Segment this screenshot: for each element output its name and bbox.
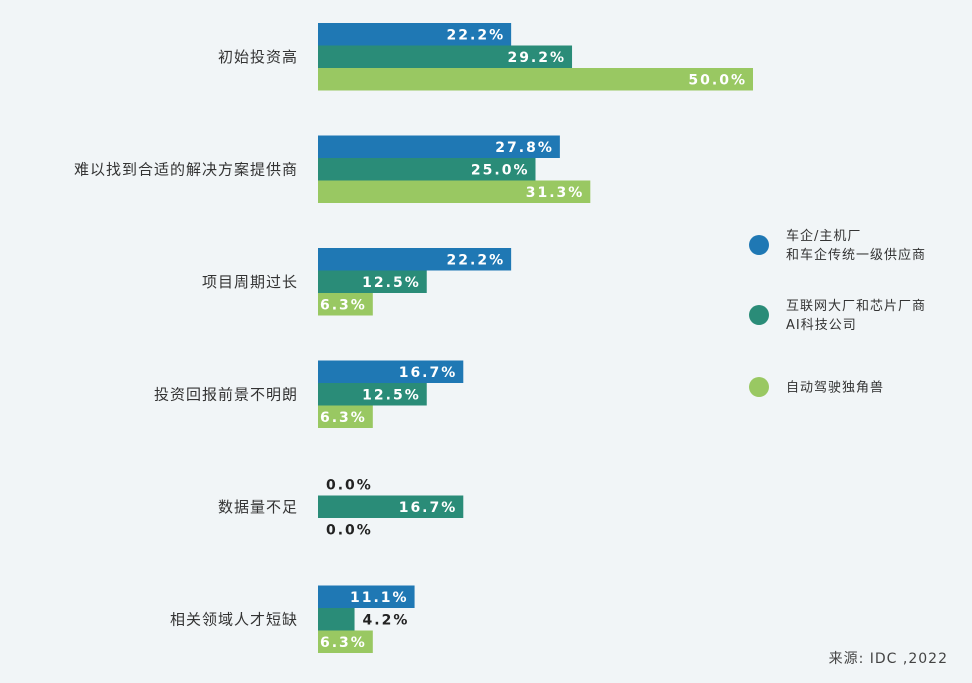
category-label: 项目周期过长	[202, 273, 298, 291]
bar	[318, 248, 512, 271]
value-label: 50.0%	[688, 72, 747, 88]
value-label: 0.0%	[326, 522, 373, 538]
value-label: 6.3%	[320, 635, 367, 651]
value-label: 12.5%	[362, 387, 421, 403]
value-label: 16.7%	[399, 365, 458, 381]
bar	[318, 68, 753, 91]
bar	[318, 630, 373, 653]
legend-label: 互联网大厂和芯片厂商	[786, 299, 926, 314]
legend-marker	[749, 305, 769, 325]
bar	[318, 585, 415, 608]
legend-label: 车企/主机厂	[786, 228, 861, 244]
value-label: 29.2%	[507, 50, 566, 66]
legend-label: 自动驾驶独角兽	[786, 381, 884, 396]
value-label: 16.7%	[399, 500, 458, 516]
value-label: 0.0%	[326, 477, 373, 493]
value-label: 31.3%	[526, 185, 585, 201]
bar	[318, 608, 355, 631]
bar	[318, 405, 373, 428]
value-label: 22.2%	[447, 27, 506, 43]
category-label: 相关领域人才短缺	[170, 610, 298, 628]
bar	[318, 383, 427, 406]
bar	[318, 23, 512, 46]
bar	[318, 45, 573, 68]
bar	[318, 495, 464, 518]
bar	[318, 158, 536, 181]
value-label: 27.8%	[495, 140, 554, 156]
value-label: 22.2%	[447, 252, 506, 268]
value-label: 4.2%	[363, 612, 410, 628]
bar	[318, 360, 464, 383]
value-label: 11.1%	[350, 590, 409, 606]
value-label: 25.0%	[471, 162, 530, 178]
category-label: 难以找到合适的解决方案提供商	[74, 160, 298, 178]
legend-label: AI科技公司	[786, 318, 857, 333]
bar	[318, 293, 373, 316]
bar	[318, 135, 560, 158]
category-label: 数据量不足	[218, 498, 298, 516]
legend-marker	[749, 377, 769, 397]
value-label: 12.5%	[362, 275, 421, 291]
value-label: 6.3%	[320, 410, 367, 426]
category-label: 投资回报前景不明朗	[154, 385, 298, 403]
category-label: 初始投资高	[218, 48, 298, 66]
bar	[318, 270, 427, 293]
legend-marker	[749, 235, 769, 255]
source-note: 来源: IDC ,2022	[828, 651, 948, 667]
value-label: 6.3%	[320, 297, 367, 313]
legend-label: 和车企传统一级供应商	[786, 247, 926, 263]
bar	[318, 180, 591, 203]
